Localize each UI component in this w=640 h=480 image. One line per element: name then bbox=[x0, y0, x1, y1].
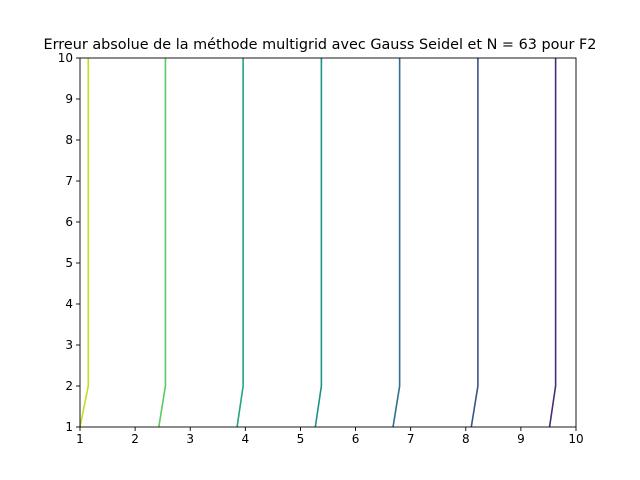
x-tick-label: 2 bbox=[131, 432, 139, 446]
y-tick-label: 10 bbox=[58, 51, 73, 65]
contour-line-5 bbox=[392, 58, 401, 428]
y-axis: 1 2 3 4 5 6 7 8 9 10 bbox=[58, 51, 80, 434]
x-tick-label: 3 bbox=[186, 432, 194, 446]
contour-line-1 bbox=[79, 58, 90, 428]
x-axis: 1 2 3 4 5 6 7 8 9 10 bbox=[76, 427, 584, 446]
y-tick-label: 5 bbox=[65, 256, 73, 270]
plot-area bbox=[79, 58, 557, 428]
y-tick-label: 9 bbox=[65, 92, 73, 106]
y-tick-label: 1 bbox=[65, 420, 73, 434]
x-tick-label: 4 bbox=[242, 432, 250, 446]
contour-line-7 bbox=[548, 58, 557, 428]
y-tick-label: 8 bbox=[65, 133, 73, 147]
y-tick-label: 3 bbox=[65, 338, 73, 352]
y-tick-label: 7 bbox=[65, 174, 73, 188]
x-tick-label: 8 bbox=[462, 432, 470, 446]
x-tick-label: 1 bbox=[76, 432, 84, 446]
x-tick-label: 6 bbox=[352, 432, 360, 446]
x-tick-label: 5 bbox=[297, 432, 305, 446]
contour-line-2 bbox=[158, 58, 167, 428]
x-tick-label: 10 bbox=[568, 432, 583, 446]
axes-frame bbox=[79, 57, 577, 428]
chart-title: Erreur absolue de la méthode multigrid a… bbox=[44, 37, 597, 53]
contour-line-4 bbox=[314, 58, 323, 428]
y-tick-label: 6 bbox=[65, 215, 73, 229]
contour-line-6 bbox=[470, 58, 479, 428]
x-tick-label: 9 bbox=[517, 432, 525, 446]
x-tick-label: 7 bbox=[407, 432, 415, 446]
y-tick-label: 4 bbox=[65, 297, 73, 311]
contour-line-3 bbox=[236, 58, 244, 428]
y-tick-label: 2 bbox=[65, 379, 73, 393]
